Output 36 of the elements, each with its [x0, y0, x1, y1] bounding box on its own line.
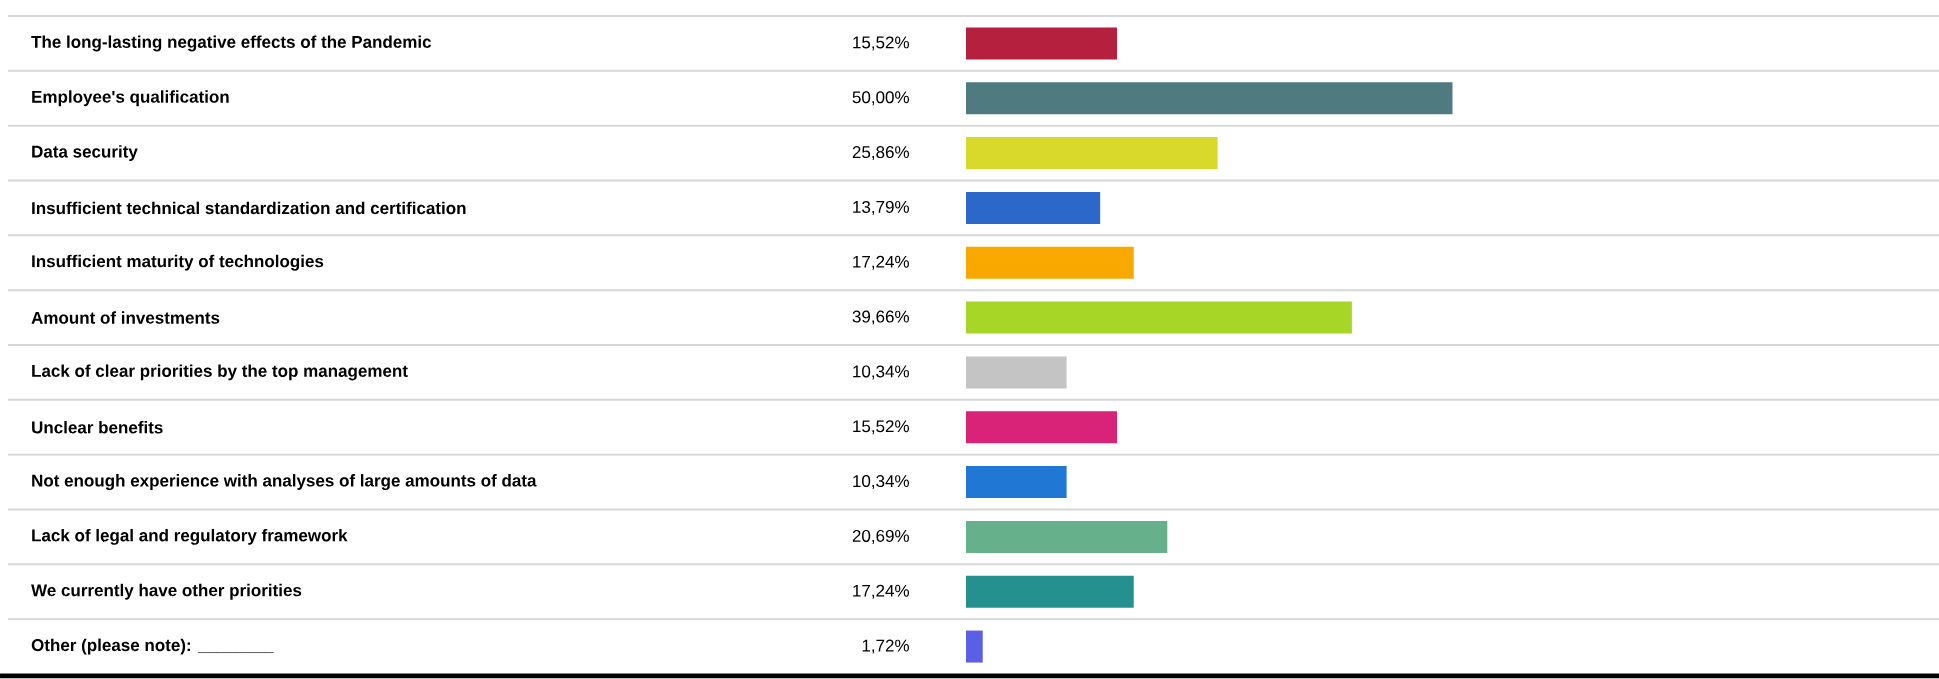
data-label: 15,52% [853, 36, 909, 51]
data-label: 10,34% [853, 475, 909, 490]
y-tick-label: Employee's qualification [32, 90, 229, 107]
y-tick-label: Insufficient maturity of technologies [32, 254, 324, 271]
bar [966, 82, 1453, 115]
bar [966, 301, 1352, 334]
y-tick-label: Other (please note): ________ [31, 638, 274, 655]
bar [966, 466, 1067, 499]
data-label: 50,00% [852, 91, 909, 106]
y-tick-label: Lack of clear priorities by the top management [32, 364, 408, 381]
bar [966, 137, 1218, 170]
data-label: 25,86% [852, 146, 909, 161]
bar [966, 520, 1168, 553]
bar [966, 630, 983, 663]
data-label: 13,79% [853, 200, 909, 215]
y-tick-label: Unclear benefits [32, 420, 163, 434]
data-label: 17,24% [853, 255, 909, 270]
data-label: 39,66% [852, 310, 909, 325]
bar [966, 575, 1134, 608]
y-tick-label: We currently have other priorities [31, 583, 302, 600]
data-label: 20,69% [852, 529, 909, 544]
bar [966, 27, 1117, 60]
data-label: 17,24% [853, 584, 909, 599]
y-tick-label: Amount of investments [31, 311, 220, 324]
bar [966, 191, 1101, 224]
data-label: 15,52% [853, 420, 909, 435]
y-tick-label: Data security [32, 145, 138, 161]
y-tick-label: Lack of legal and regulatory framework [32, 528, 348, 545]
data-label: 10,34% [853, 365, 909, 380]
y-tick-label: Insufficient technical standardization and certification [32, 201, 466, 215]
y-tick-label: Not enough experience with analyses of large amounts of data [32, 474, 537, 491]
bar [966, 246, 1134, 279]
data-label: 1,72% [862, 639, 909, 654]
y-tick-label: The long-lasting negative effects of the Pandemic [31, 35, 432, 52]
bar [966, 356, 1067, 389]
bar [966, 411, 1117, 444]
